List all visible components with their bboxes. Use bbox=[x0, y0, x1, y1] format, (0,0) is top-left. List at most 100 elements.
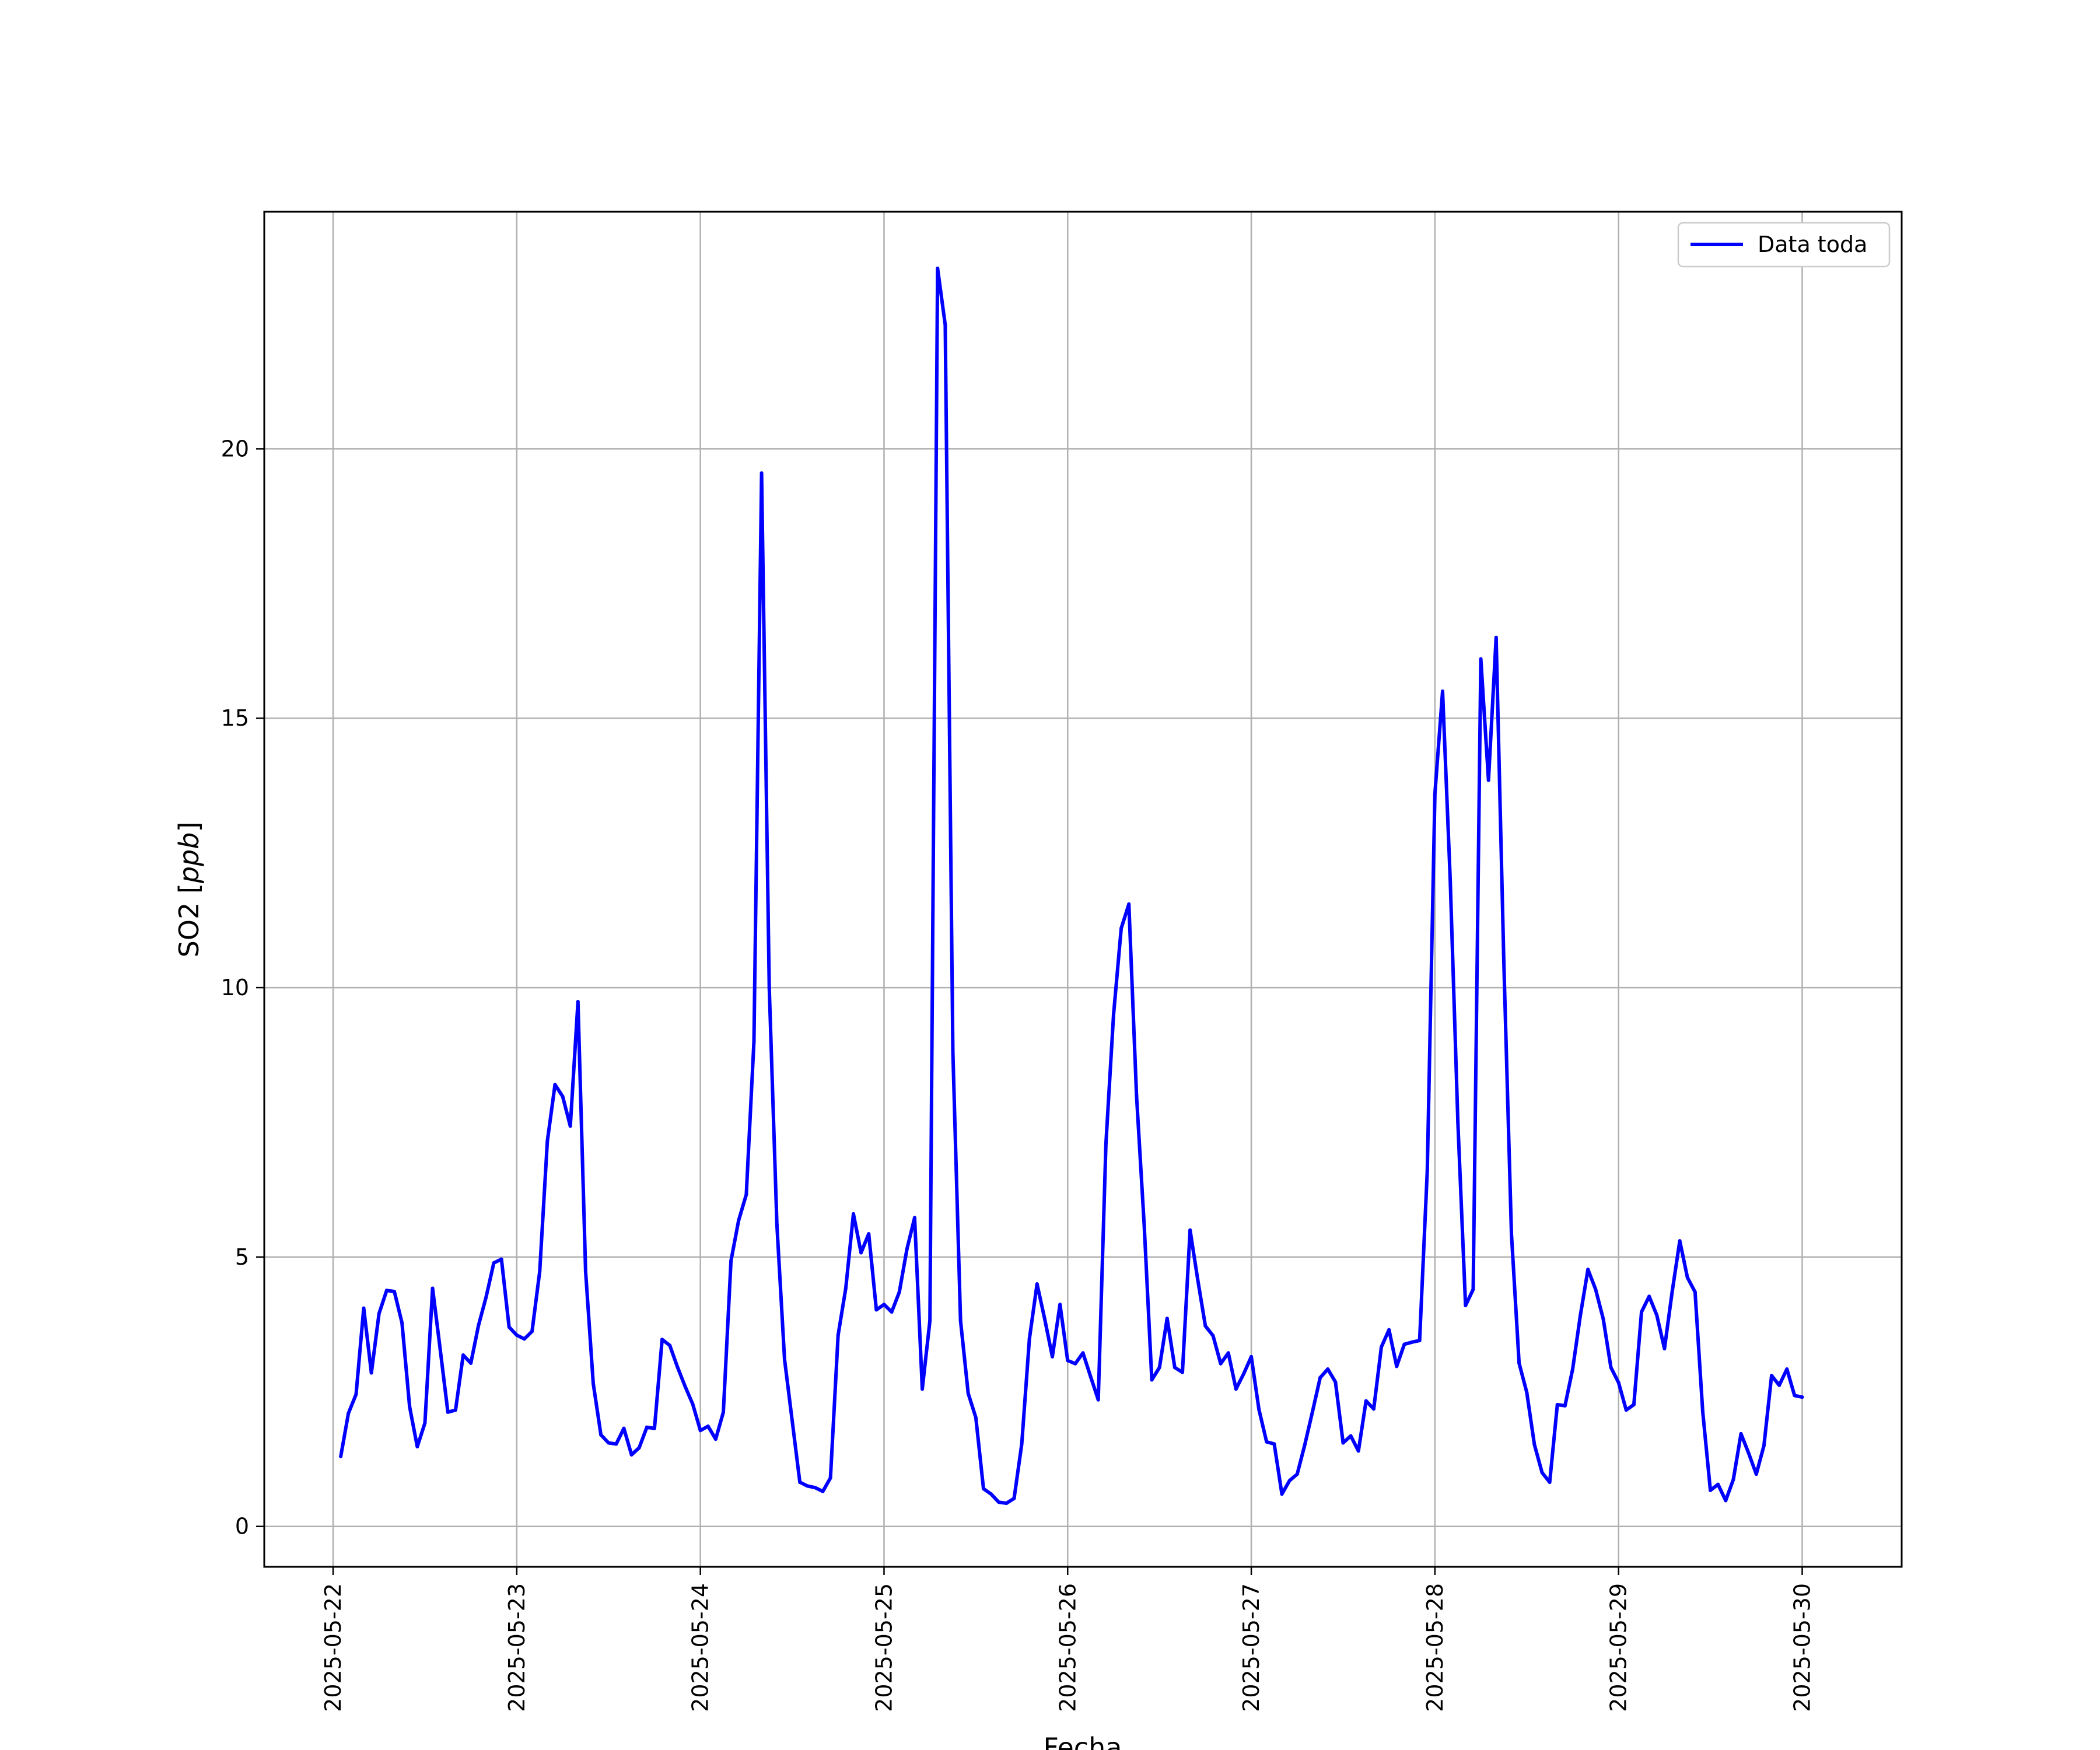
data-point bbox=[1594, 1287, 1598, 1292]
data-point bbox=[477, 1324, 481, 1328]
data-point bbox=[1601, 1317, 1605, 1321]
data-point bbox=[1280, 1492, 1284, 1496]
data-point bbox=[1111, 1013, 1115, 1017]
data-point bbox=[1410, 1340, 1414, 1344]
data-point bbox=[1027, 1337, 1031, 1341]
data-point bbox=[867, 1232, 871, 1236]
data-point bbox=[1088, 1374, 1093, 1378]
data-point bbox=[1005, 1502, 1009, 1506]
data-point bbox=[691, 1402, 695, 1406]
data-point bbox=[1448, 878, 1452, 882]
data-point bbox=[1647, 1294, 1651, 1298]
data-point bbox=[943, 323, 947, 327]
data-point bbox=[1150, 1378, 1154, 1382]
data-point bbox=[905, 1247, 909, 1251]
data-point bbox=[614, 1442, 618, 1446]
y-axis-title: SO2 [ppb] bbox=[173, 822, 205, 958]
data-point bbox=[1555, 1402, 1559, 1406]
data-point bbox=[912, 1216, 916, 1220]
data-point bbox=[392, 1290, 396, 1294]
data-point bbox=[966, 1391, 970, 1395]
data-point bbox=[928, 1318, 932, 1322]
data-point bbox=[1012, 1496, 1016, 1500]
data-point bbox=[836, 1333, 840, 1337]
data-point bbox=[499, 1257, 503, 1261]
data-point bbox=[890, 1310, 894, 1314]
ticks: 2025-05-22 2025-05-23 2025-05-24 2025-05-25… bbox=[221, 436, 1815, 1712]
data-point bbox=[1486, 778, 1490, 782]
data-point bbox=[828, 1476, 832, 1480]
data-point bbox=[1670, 1290, 1674, 1294]
data-point bbox=[553, 1083, 557, 1087]
x-tick-label: 2025-05-27 bbox=[1238, 1583, 1264, 1712]
data-point bbox=[576, 1000, 580, 1004]
y-tick-label: 10 bbox=[221, 975, 249, 1000]
data-point bbox=[981, 1487, 985, 1491]
data-point bbox=[1532, 1443, 1536, 1447]
data-point bbox=[599, 1433, 603, 1437]
x-tick-label: 2025-05-29 bbox=[1606, 1583, 1632, 1712]
data-point bbox=[1119, 926, 1124, 930]
data-point bbox=[676, 1365, 680, 1369]
data-point bbox=[974, 1416, 978, 1420]
data-point bbox=[806, 1484, 810, 1488]
data-point bbox=[1371, 1407, 1376, 1411]
data-point bbox=[844, 1286, 848, 1290]
data-point bbox=[936, 266, 940, 270]
data-point bbox=[377, 1311, 381, 1315]
data-point bbox=[1287, 1479, 1292, 1483]
data-point bbox=[713, 1437, 718, 1441]
data-point bbox=[545, 1139, 550, 1143]
data-point bbox=[1203, 1324, 1208, 1328]
data-point bbox=[1570, 1367, 1574, 1371]
data-point bbox=[921, 1387, 925, 1391]
data-point bbox=[744, 1192, 748, 1196]
data-point bbox=[760, 471, 764, 475]
data-point bbox=[1142, 1223, 1146, 1227]
y-tick-label: 15 bbox=[221, 705, 249, 731]
data-point bbox=[1303, 1443, 1307, 1447]
x-tick-label: 2025-05-25 bbox=[871, 1583, 897, 1712]
data-point bbox=[1563, 1404, 1567, 1408]
x-axis-title: Fecha bbox=[1044, 1732, 1122, 1750]
data-point bbox=[461, 1353, 466, 1357]
data-point bbox=[561, 1094, 565, 1098]
data-point bbox=[1525, 1390, 1529, 1394]
plot-area-frame bbox=[263, 211, 1903, 1568]
data-point bbox=[438, 1348, 442, 1352]
data-point bbox=[1135, 1093, 1139, 1097]
data-point bbox=[622, 1426, 626, 1430]
data-point bbox=[859, 1251, 863, 1255]
data-point bbox=[1172, 1366, 1177, 1370]
data-point bbox=[1380, 1345, 1384, 1349]
data-point bbox=[706, 1424, 710, 1428]
data-point bbox=[1739, 1432, 1743, 1436]
data-point bbox=[1640, 1310, 1644, 1314]
data-point bbox=[1035, 1282, 1039, 1286]
data-point bbox=[1624, 1408, 1628, 1412]
data-point bbox=[469, 1361, 473, 1365]
data-point bbox=[1548, 1480, 1552, 1484]
series-points bbox=[339, 266, 1804, 1506]
data-point bbox=[1241, 1372, 1245, 1376]
data-point bbox=[1578, 1314, 1583, 1318]
data-point bbox=[1334, 1380, 1338, 1384]
data-point bbox=[1517, 1361, 1521, 1365]
data-point bbox=[1364, 1399, 1368, 1403]
data-point bbox=[1226, 1351, 1230, 1355]
y-tick-label: 5 bbox=[235, 1244, 249, 1270]
data-point bbox=[637, 1446, 641, 1450]
data-point bbox=[798, 1480, 802, 1484]
data-point bbox=[997, 1500, 1001, 1504]
data-point bbox=[1395, 1364, 1399, 1368]
data-point bbox=[1464, 1304, 1468, 1308]
data-point bbox=[530, 1329, 534, 1334]
data-point bbox=[989, 1492, 993, 1496]
data-point bbox=[1471, 1287, 1475, 1292]
data-point bbox=[1494, 635, 1498, 639]
data-point bbox=[592, 1381, 596, 1385]
data-point bbox=[1295, 1472, 1299, 1476]
x-tick-label: 2025-05-22 bbox=[320, 1583, 346, 1712]
data-point bbox=[607, 1441, 611, 1445]
